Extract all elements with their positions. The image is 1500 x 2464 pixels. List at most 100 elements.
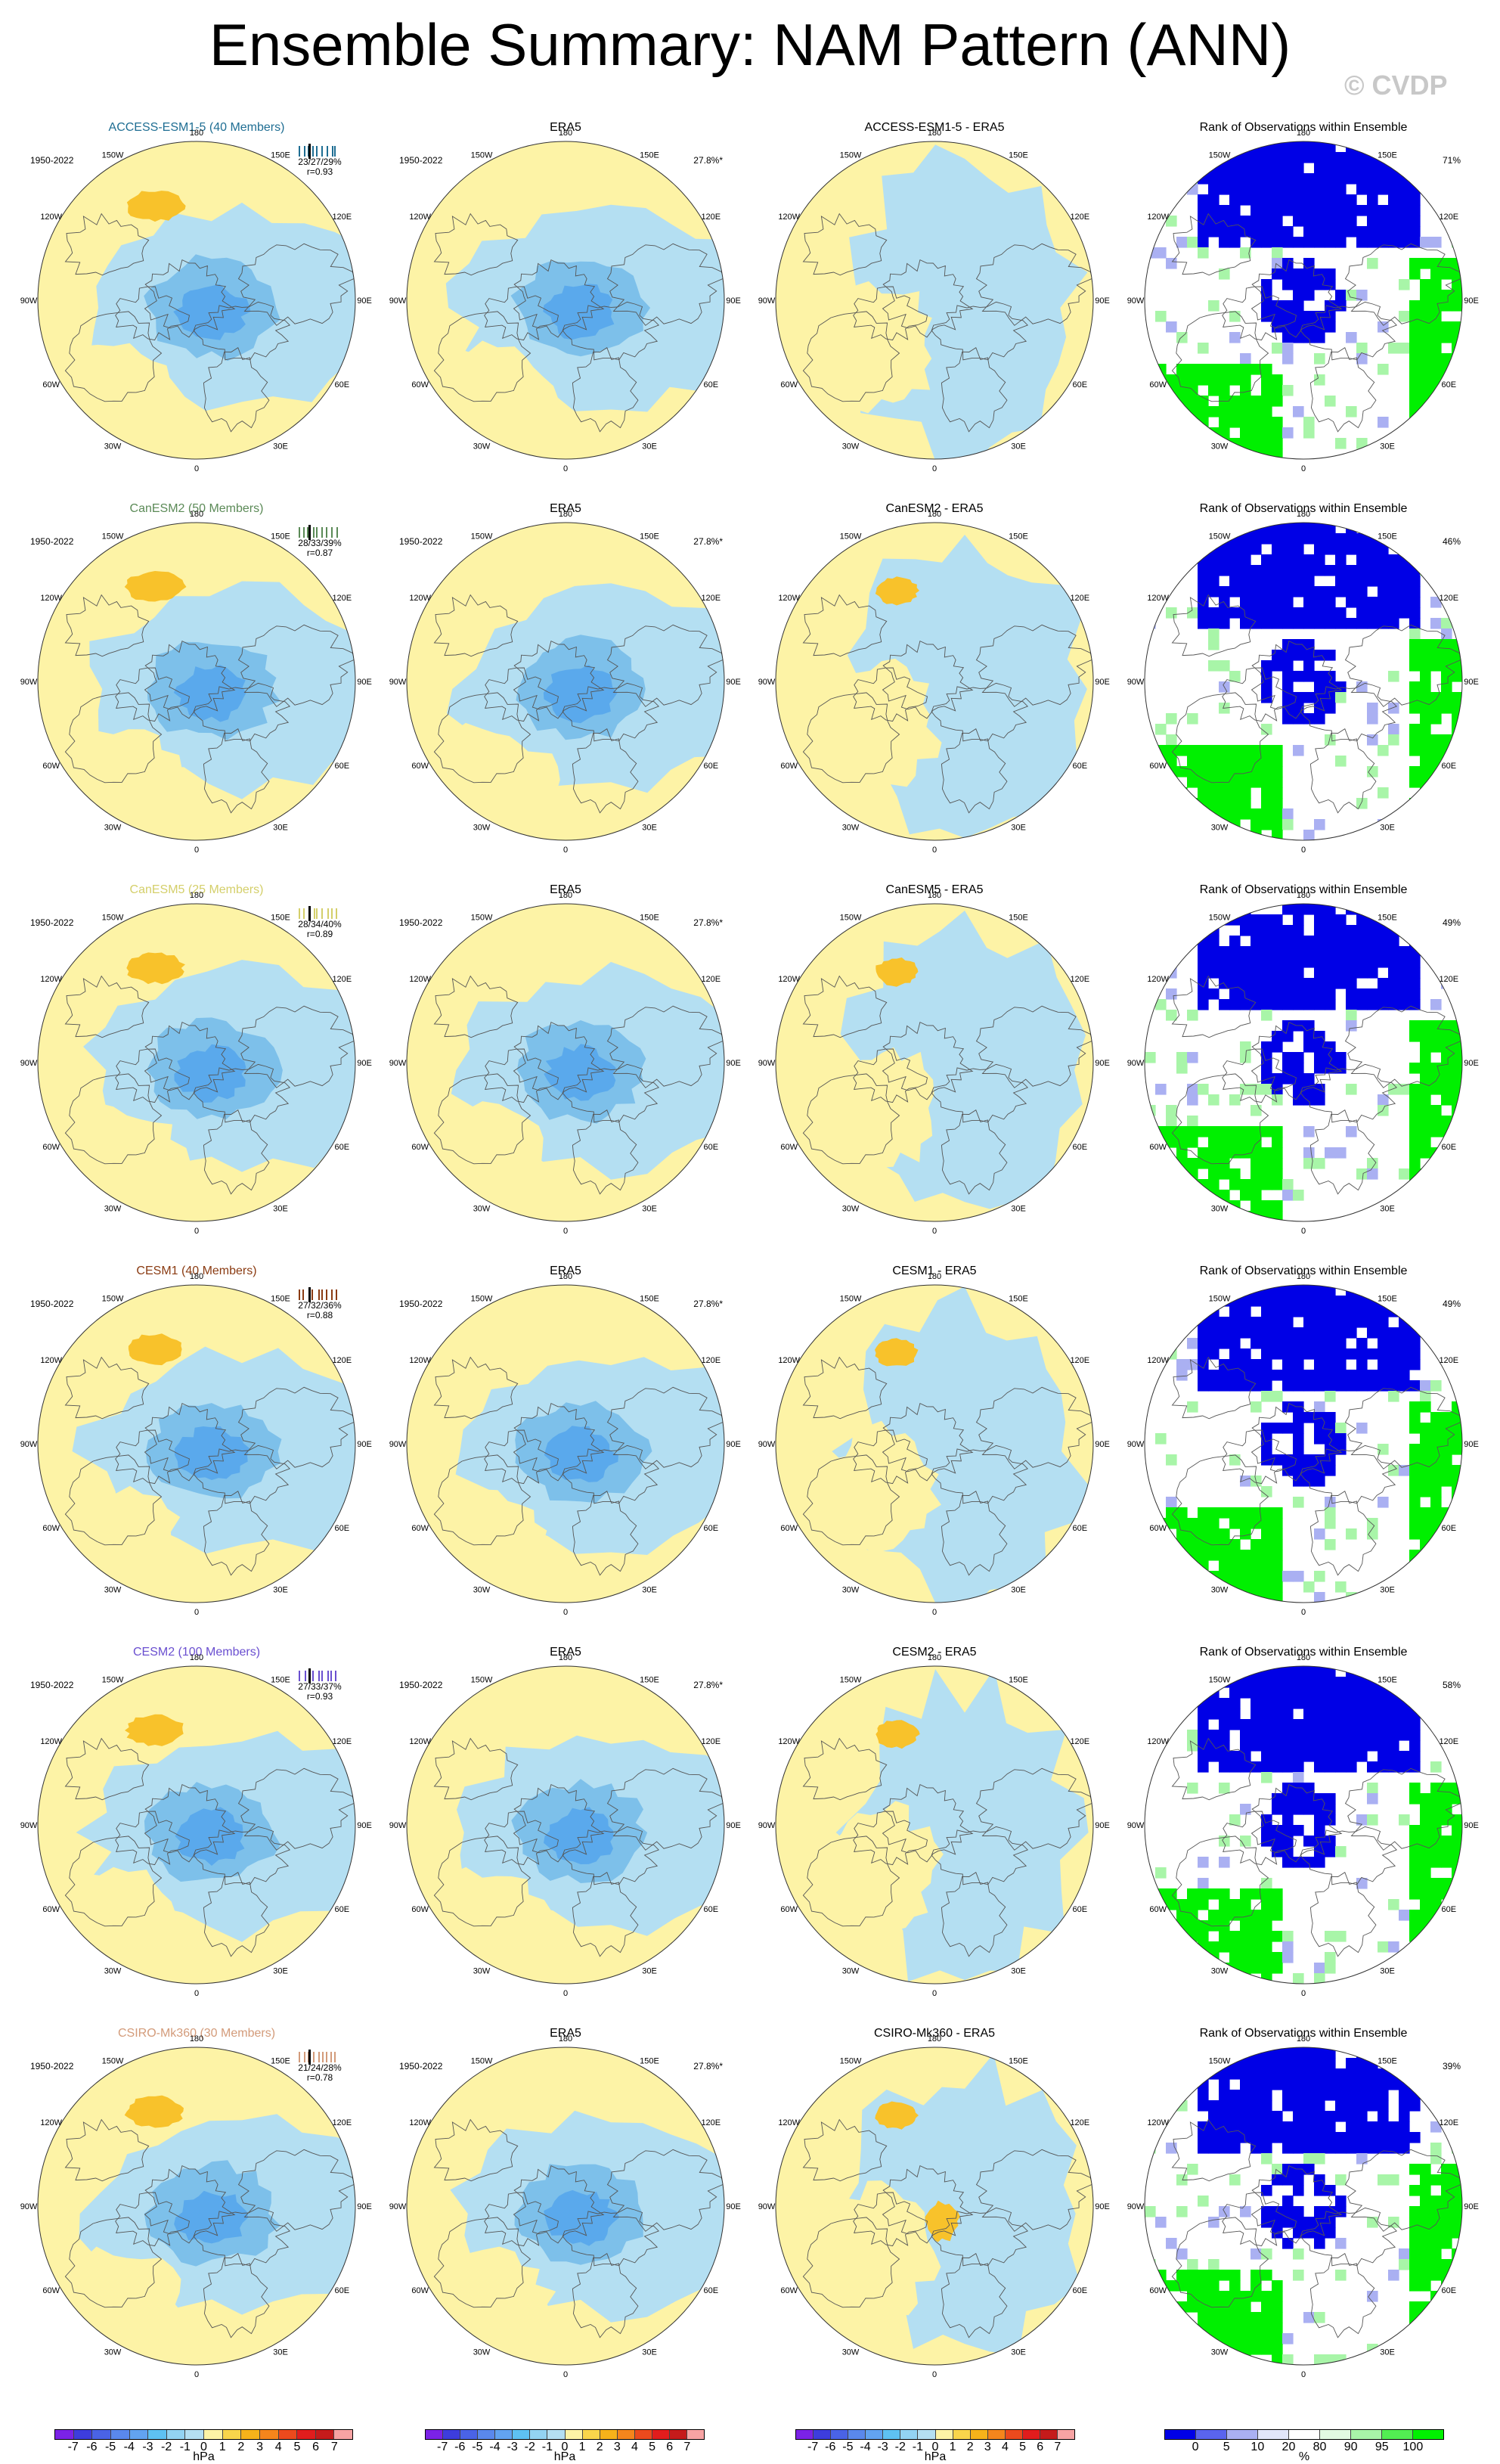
- rank-cell: [1452, 830, 1462, 840]
- rank-cell: [1399, 999, 1410, 1010]
- rank-cell: [1282, 1285, 1294, 1296]
- rank-cell: [1452, 1963, 1462, 1974]
- rank-cell: [1272, 565, 1283, 576]
- rank-cell: [1240, 533, 1251, 545]
- rank-cell: [1388, 343, 1399, 354]
- rank-cell: [1176, 1147, 1188, 1159]
- rank-cell: [1367, 1380, 1378, 1392]
- rank-cell: [1303, 2132, 1315, 2143]
- rank-cell: [1430, 1973, 1442, 1984]
- longitude-label: 120E: [1070, 1737, 1089, 1746]
- rank-cell: [1251, 2090, 1262, 2101]
- rank-cell: [1176, 2174, 1188, 2186]
- rank-cell: [1282, 2354, 1294, 2365]
- colorbar-tick-label: -5: [104, 2441, 116, 2453]
- longitude-label: 60W: [780, 1905, 798, 1914]
- rank-cell: [1420, 448, 1431, 459]
- longitude-label: 120W: [409, 213, 431, 222]
- rank-cell: [1282, 1179, 1294, 1190]
- rank-cell: [1409, 2100, 1421, 2112]
- rank-cell: [1452, 300, 1462, 312]
- rank-cell: [1261, 1444, 1272, 1455]
- rank-cell: [1346, 1370, 1357, 1381]
- rank-cell: [1314, 914, 1325, 926]
- longitude-label: 60E: [1073, 1524, 1088, 1533]
- rank-cell: [1176, 1952, 1188, 1963]
- rank-cell: [1155, 1433, 1167, 1445]
- rank-cell: [1430, 777, 1442, 788]
- rank-cell: [1251, 141, 1262, 153]
- rank-cell: [1409, 2164, 1421, 2175]
- rank-cell: [1303, 1476, 1315, 1487]
- longitude-label: 150W: [102, 2057, 124, 2066]
- rank-cell: [1155, 2301, 1167, 2313]
- rank-cell: [1430, 141, 1442, 153]
- rank-cell: [1452, 703, 1462, 714]
- rank-cell: [1420, 1931, 1431, 1942]
- rank-cell: [1219, 745, 1230, 756]
- hpa-colorbar-2: -7 -6 -5 -4 -3 -2 -1 0 1 2 3 4 5 6 7 hPa: [425, 2429, 705, 2463]
- longitude-label: 150E: [271, 1676, 290, 1685]
- rank-cell: [1314, 1825, 1325, 1836]
- rank-cell: [1409, 2323, 1421, 2334]
- rank-cell: [1166, 1190, 1177, 1201]
- rank-cell: [1356, 2058, 1368, 2069]
- rank-cell: [1272, 1581, 1283, 1593]
- rank-cell: [1452, 1836, 1462, 1847]
- rank-cell: [1420, 173, 1431, 185]
- rank-cell: [1430, 417, 1442, 428]
- map-border: [406, 141, 725, 460]
- rank-cell: [1155, 152, 1167, 163]
- rank-cell: [1441, 1094, 1452, 1106]
- rank-cell: [1314, 1285, 1325, 1296]
- cvdp-watermark: © CVDP: [1344, 70, 1448, 101]
- rank-cell: [1198, 1327, 1209, 1339]
- rank-cell: [1251, 957, 1262, 968]
- rank-cell: [1282, 1941, 1294, 1953]
- rank-cell: [1198, 1677, 1209, 1688]
- rank-cell: [1335, 2270, 1347, 2281]
- longitude-label: 150W: [840, 1676, 862, 1685]
- rank-cell: [1155, 2217, 1167, 2228]
- rank-cell: [1272, 2301, 1283, 2313]
- rank-cell: [1335, 1751, 1347, 1762]
- rank-cell: [1240, 999, 1251, 1010]
- rank-cell: [1367, 194, 1378, 206]
- rank-cell: [1430, 1190, 1442, 1201]
- longitude-label: 30W: [104, 1966, 122, 1975]
- rank-cell: [1272, 2323, 1283, 2334]
- rank-cell: [1187, 406, 1198, 417]
- rank-cell: [1356, 2111, 1368, 2122]
- rank-cell: [1314, 2185, 1325, 2196]
- longitude-label: 30W: [104, 823, 122, 832]
- longitude-label: 120W: [409, 1356, 431, 1365]
- rank-cell: [1187, 607, 1198, 619]
- rank-cell: [1251, 2100, 1262, 2112]
- rank-cell: [1198, 2058, 1209, 2069]
- period-label: 1950-2022: [30, 155, 74, 166]
- rank-cell: [1346, 957, 1357, 968]
- rank-cell: [1314, 2090, 1325, 2101]
- rank-cell: [1441, 2196, 1452, 2207]
- rank-cell: [1166, 1973, 1177, 1984]
- rank-cell: [1346, 1740, 1357, 1752]
- colorbar-cell: [204, 2430, 223, 2439]
- longitude-label: 60W: [780, 380, 798, 389]
- colorbar-cell: [478, 2430, 496, 2439]
- longitude-label: 0: [194, 1227, 199, 1236]
- rank-cell: [1272, 237, 1283, 248]
- rank-cell: [1399, 1084, 1410, 1095]
- rank-cell: [1187, 1783, 1198, 1794]
- rank-cell: [1261, 2217, 1272, 2228]
- longitude-label: 90W: [389, 1821, 407, 1830]
- rank-cell: [1409, 2185, 1421, 2196]
- longitude-label: 150E: [1378, 532, 1397, 542]
- rank-cell: [1251, 1137, 1262, 1148]
- rank-cell: [1240, 406, 1251, 417]
- rank-cell: [1219, 1836, 1230, 1847]
- rank-cell: [1314, 1592, 1325, 1603]
- longitude-label: 60W: [411, 1524, 429, 1533]
- rank-cell: [1229, 1370, 1241, 1381]
